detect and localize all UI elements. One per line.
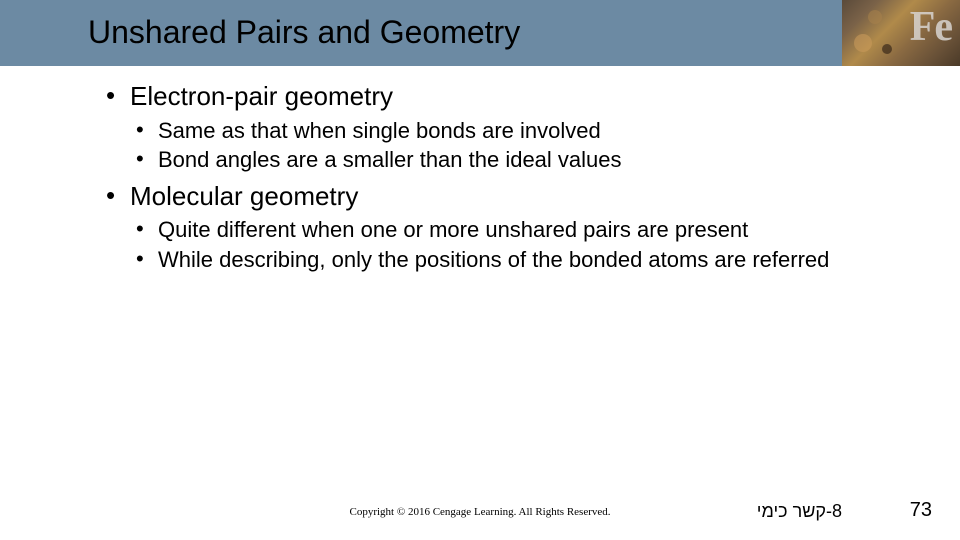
list-item: Same as that when single bonds are invol… bbox=[130, 117, 920, 145]
bullet-list-level2: Quite different when one or more unshare… bbox=[130, 216, 920, 273]
bullet-text: Electron-pair geometry bbox=[130, 81, 393, 111]
list-item: While describing, only the positions of … bbox=[130, 246, 920, 274]
list-item: Electron-pair geometry Same as that when… bbox=[40, 80, 920, 174]
list-item: Bond angles are a smaller than the ideal… bbox=[130, 146, 920, 174]
bullet-text: While describing, only the positions of … bbox=[158, 247, 829, 272]
slide: Unshared Pairs and Geometry Fe Electron-… bbox=[0, 0, 960, 540]
bullet-text: Molecular geometry bbox=[130, 181, 358, 211]
element-symbol: Fe bbox=[910, 6, 952, 48]
bullet-text: Quite different when one or more unshare… bbox=[158, 217, 748, 242]
list-item: Molecular geometry Quite different when … bbox=[40, 180, 920, 274]
page-number: 73 bbox=[910, 499, 932, 522]
slide-title: Unshared Pairs and Geometry bbox=[88, 14, 520, 51]
corner-texture: Fe bbox=[842, 0, 960, 66]
bullet-list-level2: Same as that when single bonds are invol… bbox=[130, 117, 920, 174]
bullet-text: Bond angles are a smaller than the ideal… bbox=[158, 147, 622, 172]
list-item: Quite different when one or more unshare… bbox=[130, 216, 920, 244]
bullet-text: Same as that when single bonds are invol… bbox=[158, 118, 601, 143]
footer-label: 8-קשר כימי bbox=[757, 501, 842, 522]
content-area: Electron-pair geometry Same as that when… bbox=[0, 80, 960, 279]
bullet-list-level1: Electron-pair geometry Same as that when… bbox=[40, 80, 920, 273]
